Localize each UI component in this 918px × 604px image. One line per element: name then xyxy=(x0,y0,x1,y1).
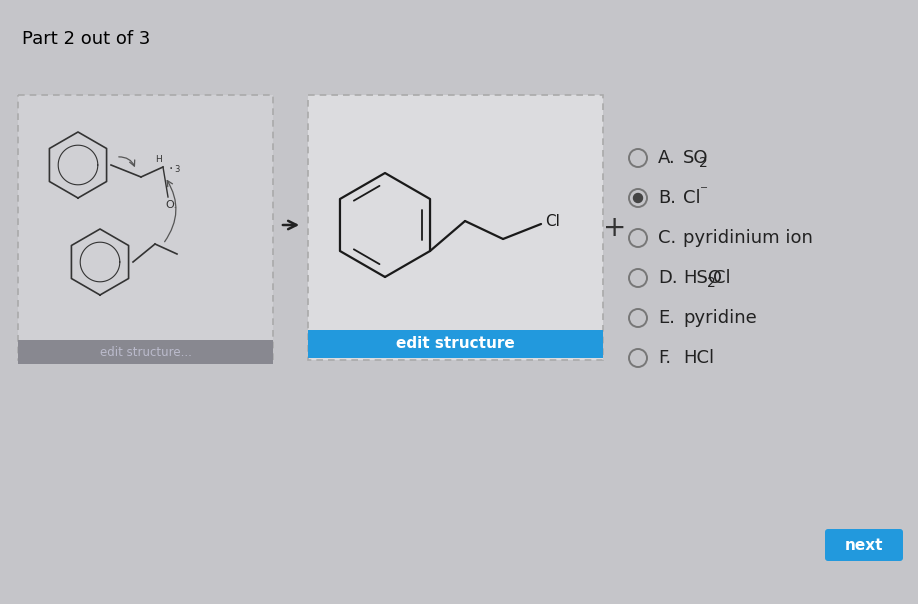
Circle shape xyxy=(633,193,643,202)
Text: E.: E. xyxy=(658,309,675,327)
Text: Part 2 out of 3: Part 2 out of 3 xyxy=(22,30,151,48)
Text: 2: 2 xyxy=(699,156,708,170)
Text: H: H xyxy=(156,155,162,164)
Text: Cl: Cl xyxy=(683,189,700,207)
Text: F.: F. xyxy=(658,349,671,367)
Text: edit structure...: edit structure... xyxy=(99,345,192,359)
Text: ⁻: ⁻ xyxy=(700,184,708,199)
Text: D.: D. xyxy=(658,269,677,287)
FancyBboxPatch shape xyxy=(18,340,273,364)
Text: C.: C. xyxy=(658,229,677,247)
FancyBboxPatch shape xyxy=(825,529,903,561)
Text: A.: A. xyxy=(658,149,676,167)
Text: HSO: HSO xyxy=(683,269,722,287)
Text: 3: 3 xyxy=(174,164,180,173)
Text: edit structure: edit structure xyxy=(397,336,515,352)
Text: HCl: HCl xyxy=(683,349,714,367)
Text: B.: B. xyxy=(658,189,676,207)
FancyBboxPatch shape xyxy=(18,95,273,360)
Text: 2: 2 xyxy=(707,276,716,290)
Text: Cl: Cl xyxy=(545,214,560,230)
Text: ·: · xyxy=(169,162,174,176)
Text: pyridinium ion: pyridinium ion xyxy=(683,229,812,247)
FancyBboxPatch shape xyxy=(308,330,603,358)
Text: O:: O: xyxy=(165,200,177,210)
Text: +: + xyxy=(603,214,627,242)
Text: Cl: Cl xyxy=(713,269,731,287)
FancyBboxPatch shape xyxy=(308,95,603,360)
Text: pyridine: pyridine xyxy=(683,309,756,327)
Text: next: next xyxy=(845,538,883,553)
Text: SO: SO xyxy=(683,149,709,167)
